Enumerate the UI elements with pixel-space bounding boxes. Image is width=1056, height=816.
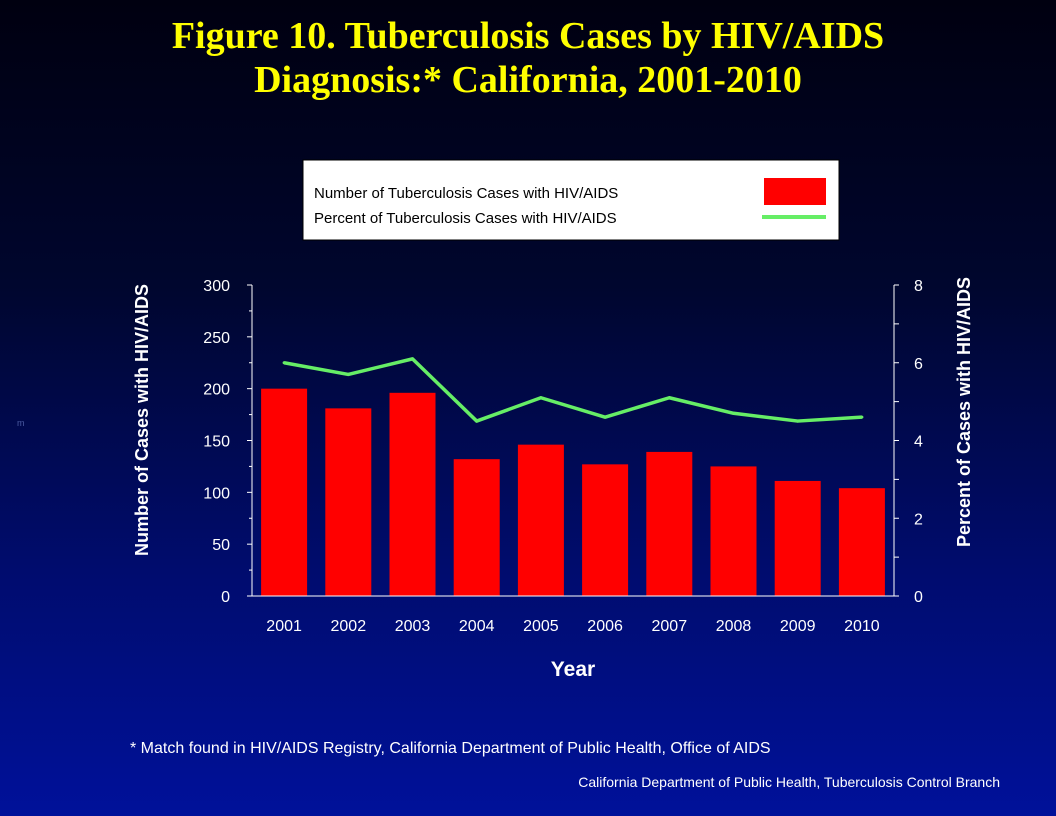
x-axis-title: Year bbox=[551, 658, 595, 681]
left-tick-label-250: 250 bbox=[203, 330, 230, 347]
percent-point-2005 bbox=[539, 396, 543, 400]
left-tick-label-150: 150 bbox=[203, 434, 230, 451]
percent-point-2001 bbox=[282, 361, 286, 365]
chart-title: Figure 10. Tuberculosis Cases by HIV/AID… bbox=[0, 14, 1056, 102]
percent-point-2002 bbox=[346, 372, 350, 376]
left-tick-label-300: 300 bbox=[203, 278, 230, 295]
left-axis-title: Number of Cases with HIV/AIDS bbox=[132, 284, 152, 556]
x-tick-label-2004: 2004 bbox=[459, 618, 495, 635]
percent-point-2004 bbox=[475, 419, 479, 423]
right-tick-label-2: 2 bbox=[914, 511, 923, 528]
legend-swatch-bars bbox=[764, 178, 826, 205]
legend-label-bars: Number of Tuberculosis Cases with HIV/AI… bbox=[314, 185, 618, 202]
bar-2008 bbox=[710, 466, 757, 596]
legend-label-line: Percent of Tuberculosis Cases with HIV/A… bbox=[314, 210, 617, 227]
right-tick-label-8: 8 bbox=[914, 278, 923, 295]
x-tick-label-2005: 2005 bbox=[523, 618, 559, 635]
bar-2004 bbox=[453, 459, 500, 596]
footnote: * Match found in HIV/AIDS Registry, Cali… bbox=[130, 740, 771, 757]
x-tick-label-2001: 2001 bbox=[266, 618, 302, 635]
x-tick-label-2010: 2010 bbox=[844, 618, 880, 635]
x-tick-label-2003: 2003 bbox=[395, 618, 431, 635]
right-tick-label-4: 4 bbox=[914, 434, 923, 451]
percent-point-2009 bbox=[796, 419, 800, 423]
bar-2001 bbox=[261, 388, 308, 596]
right-tick-label-0: 0 bbox=[914, 589, 923, 606]
title-line-1: Figure 10. Tuberculosis Cases by HIV/AID… bbox=[171, 15, 885, 57]
percent-point-2010 bbox=[860, 415, 864, 419]
x-tick-label-2009: 2009 bbox=[780, 618, 816, 635]
bar-2005 bbox=[517, 444, 564, 596]
bar-2006 bbox=[582, 464, 629, 596]
legend-box bbox=[302, 159, 840, 241]
right-tick-label-6: 6 bbox=[914, 356, 923, 373]
left-tick-label-100: 100 bbox=[203, 485, 230, 502]
title-line-2: Diagnosis:* California, 2001-2010 bbox=[254, 59, 802, 101]
left-tick-label-50: 50 bbox=[212, 537, 230, 554]
bar-2009 bbox=[774, 480, 821, 596]
bar-2003 bbox=[389, 392, 436, 596]
percent-point-2007 bbox=[667, 396, 671, 400]
x-tick-label-2007: 2007 bbox=[652, 618, 688, 635]
bar-2010 bbox=[838, 488, 885, 596]
bar-2002 bbox=[325, 408, 372, 596]
percent-point-2003 bbox=[411, 357, 414, 361]
percent-point-2006 bbox=[603, 415, 607, 419]
left-tick-label-200: 200 bbox=[203, 382, 230, 399]
right-axis-title: Percent of Cases with HIV/AIDS bbox=[954, 277, 974, 547]
x-tick-label-2002: 2002 bbox=[331, 618, 367, 635]
x-tick-label-2006: 2006 bbox=[587, 618, 623, 635]
percent-line bbox=[283, 357, 863, 423]
source-credit: California Department of Public Health, … bbox=[578, 774, 1000, 790]
percent-point-2008 bbox=[732, 411, 735, 415]
left-tick-label-0: 0 bbox=[221, 589, 230, 606]
stray-mark: m bbox=[17, 418, 25, 428]
bar-2007 bbox=[646, 451, 693, 596]
x-tick-label-2008: 2008 bbox=[716, 618, 752, 635]
